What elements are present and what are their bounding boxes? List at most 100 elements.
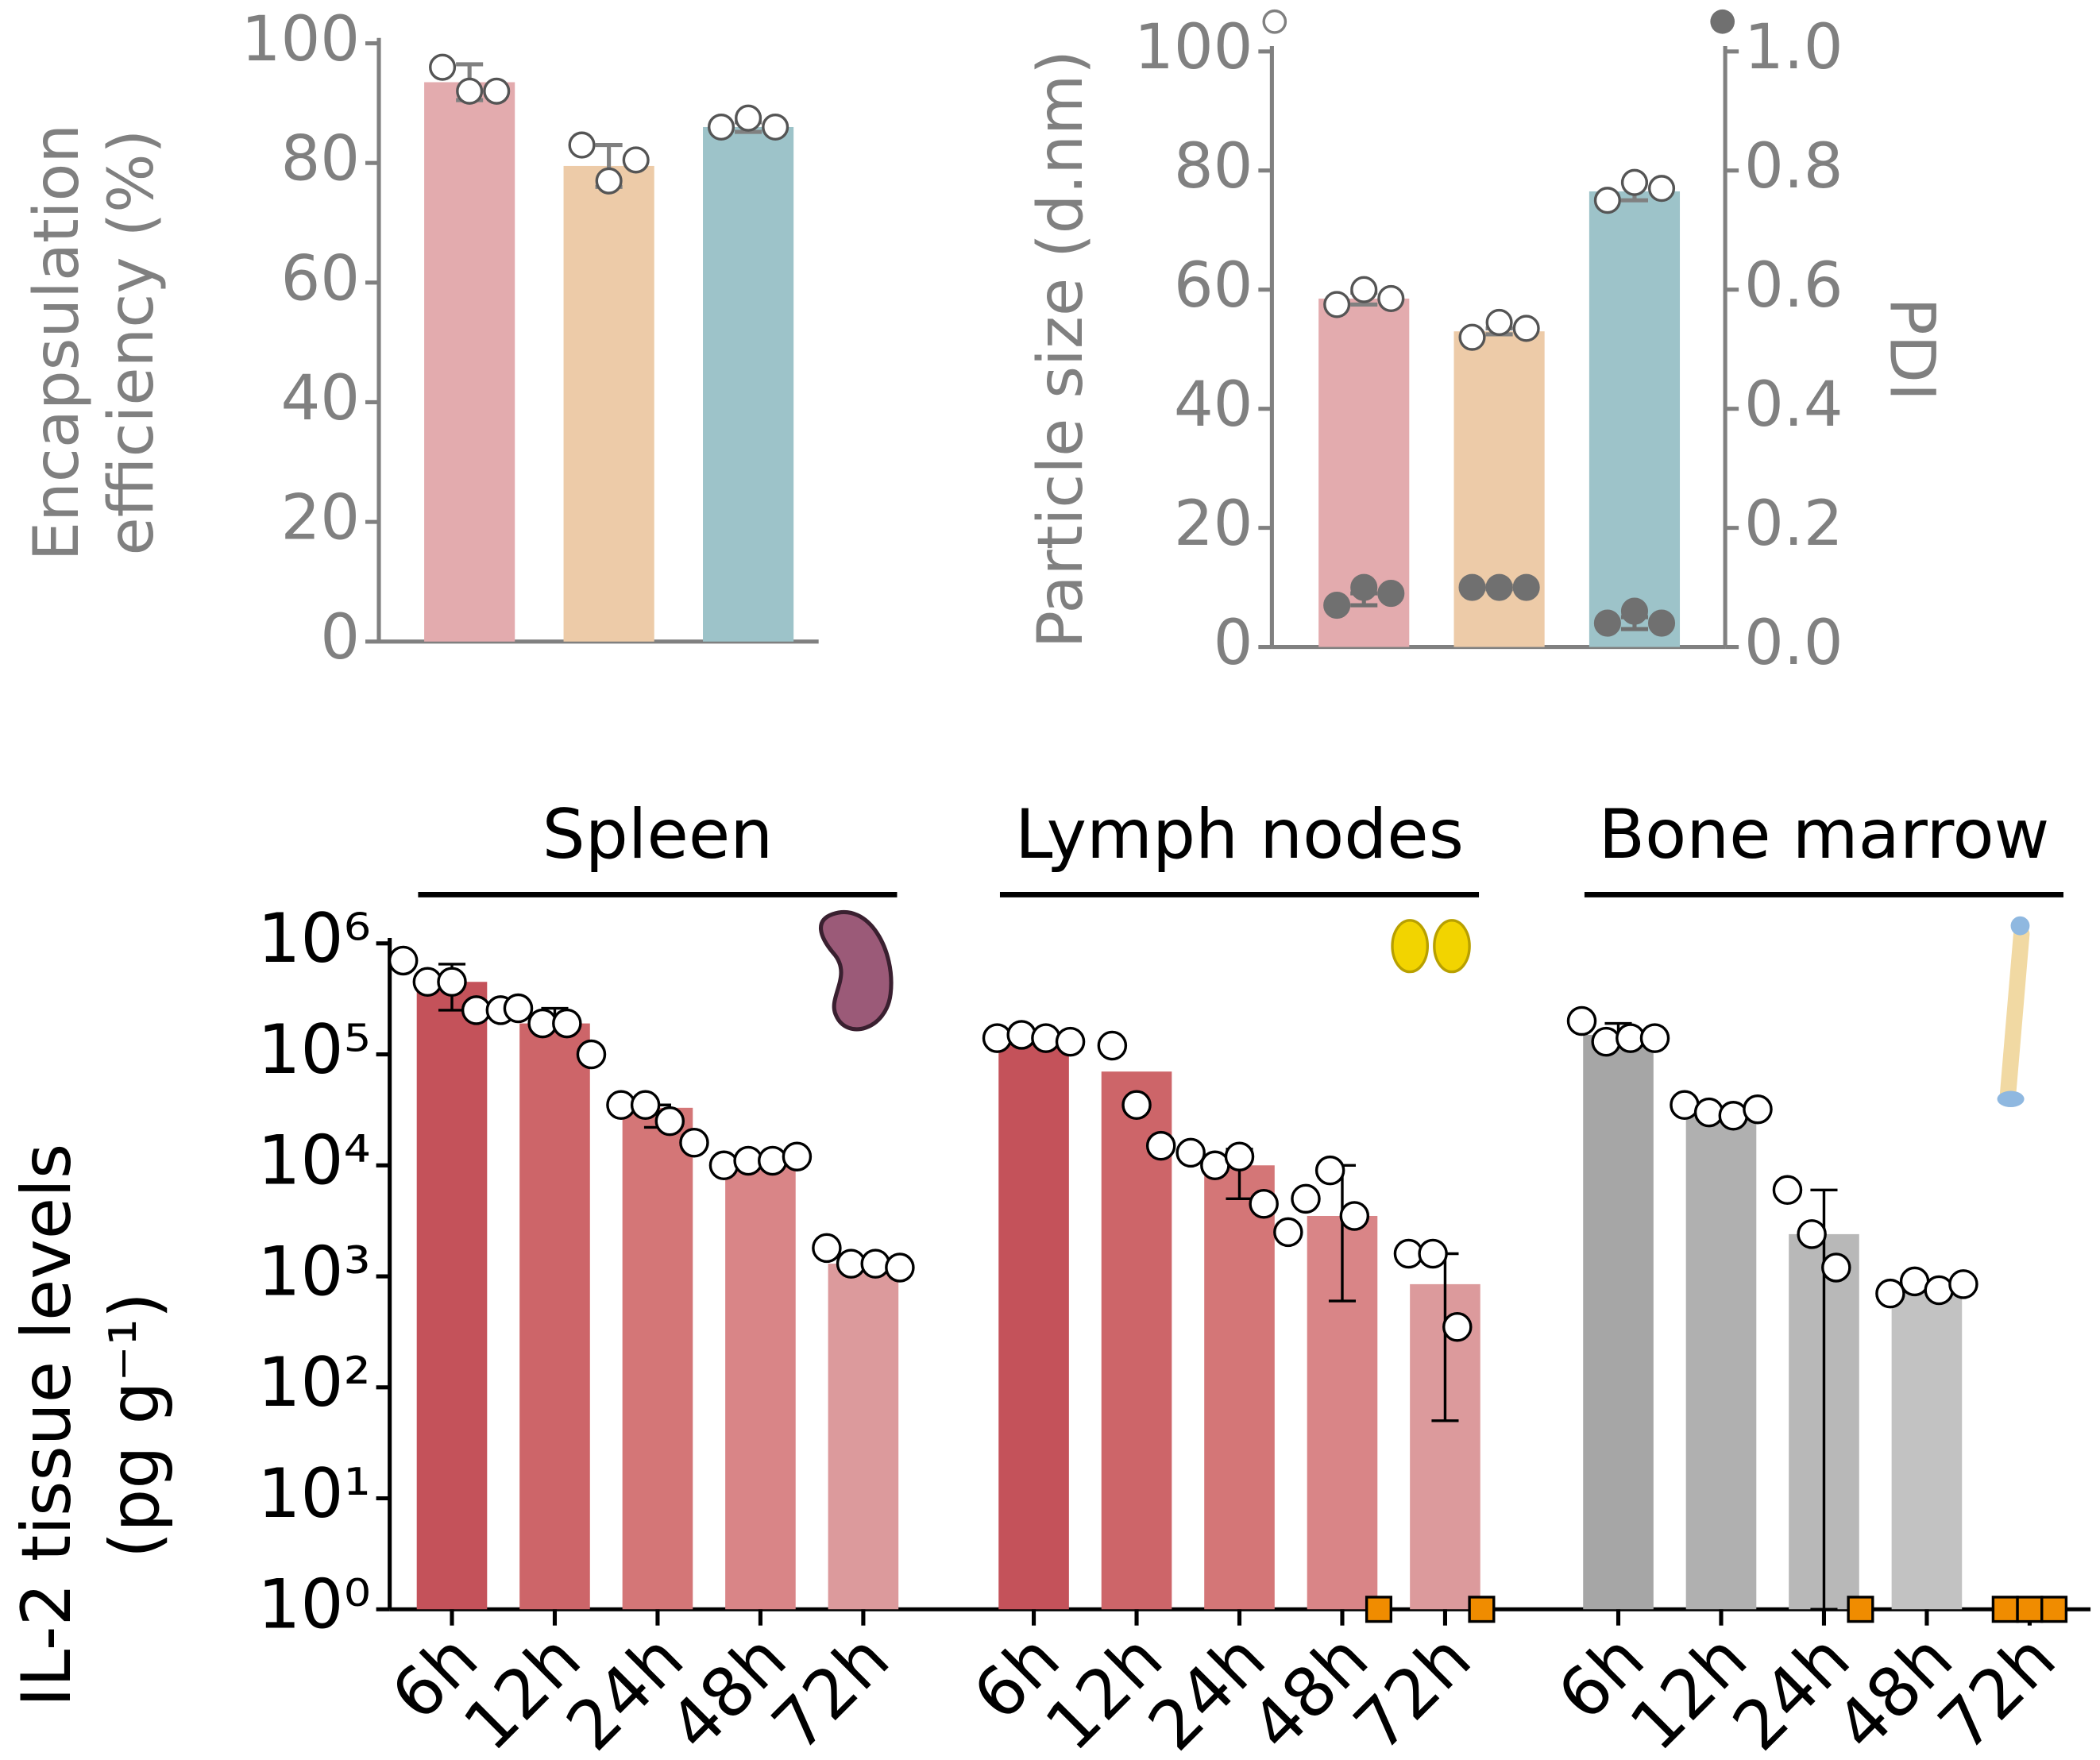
bar [519,1023,590,1610]
y-tick-label: 0.6 [1744,249,1843,322]
data-point [503,993,534,1024]
data-point [1512,573,1540,601]
lymph-node-icon [1391,919,1471,974]
y-tick-label: 0.4 [1744,369,1843,441]
data-point [1097,1030,1128,1061]
data-point [1350,276,1378,303]
y-tick-label: 0.2 [1744,488,1843,560]
data-point [762,113,789,141]
y-tick-label: 100 [241,3,361,75]
data-point [1948,1269,1978,1299]
data-point [1273,1217,1303,1248]
data-point [1566,1005,1597,1036]
data-point [1291,1183,1321,1214]
data-point [735,104,762,132]
data-point [1323,592,1351,619]
data-point [1772,1175,1803,1206]
y-axis-label: IL-2 tissue levels [8,1144,87,1707]
undetected-point [1365,1596,1393,1623]
x-tick-label: 72h [1340,1619,1487,1757]
data-point [595,167,623,195]
data-point [1350,573,1378,601]
data-point [1485,573,1513,601]
bar [725,1160,796,1610]
data-point [1031,1023,1061,1053]
y-tick-label: 10¹ [257,1455,371,1534]
data-point [1797,1219,1827,1249]
data-point [1821,1252,1851,1283]
bar [563,165,654,642]
data-point [576,1039,607,1070]
undetected-point [1468,1596,1496,1623]
bar [1589,191,1681,647]
y-tick-label: 60 [1174,249,1253,322]
data-point [707,113,735,141]
panel-encapsulation: 0 20 40 60 80 100 Encapsulation efficiency (%) [21,3,819,674]
data-point [885,1252,915,1283]
undetected-point [1847,1596,1874,1623]
undetected-point [2016,1596,2044,1623]
data-point [1924,1275,1955,1306]
data-point [1224,1141,1255,1171]
data-point [1006,1020,1036,1050]
data-point [456,77,484,105]
bar [622,1107,693,1610]
data-point [1875,1278,1905,1309]
data-point [622,146,650,174]
bar [1583,1034,1654,1610]
data-point [1055,1026,1086,1057]
y-tick-label: 40 [280,362,360,434]
bar [828,1264,899,1610]
undetected-point [2040,1596,2068,1623]
y-axis-label: Encapsulation [21,124,93,561]
data-point [1718,1101,1749,1131]
y-tick-label: 10⁴ [257,1122,371,1201]
y-tick-label: 80 [280,123,360,195]
y-axis-label: (pg g⁻¹) [96,1292,175,1558]
data-point [1620,168,1648,196]
data-point [1458,323,1486,351]
y-tick-label: 60 [280,242,360,315]
data-point [1377,580,1405,608]
data-point [1442,1311,1473,1342]
group-label: Bone marrow [1599,796,2050,874]
data-point [654,1106,685,1137]
data-point [1485,308,1513,336]
data-point [1591,1026,1621,1057]
bar [424,82,515,642]
bar [1891,1287,1963,1610]
y-axis-label: Particle size (d.nm) [1025,50,1097,648]
data-point [1121,1090,1152,1120]
data-point [1339,1201,1370,1231]
data-point [812,1233,842,1264]
y-tick-label: 0.0 [1744,607,1843,679]
y-tick-label: 1.0 [1744,11,1843,83]
data-point [437,967,467,998]
bar [416,982,488,1610]
data-point [1418,1238,1448,1269]
y-tick-label: 10⁵ [257,1011,371,1090]
data-point [1314,1155,1345,1186]
y-tick-label: 10² [257,1344,371,1422]
y-tick-label: 100 [1134,11,1253,83]
data-point [1620,597,1648,625]
undetected-point [1991,1596,2019,1623]
y-tick-label: 20 [280,482,360,554]
data-point [1899,1266,1930,1297]
legend-open-marker [1262,9,1287,34]
data-point [1693,1097,1724,1128]
data-point [483,77,511,105]
data-point [708,1150,739,1181]
data-point [1200,1150,1230,1181]
y-axis-label: efficiency (%) [95,129,168,556]
data-point [982,1023,1013,1053]
data-point [606,1090,636,1120]
y-tick-label: 0 [1214,607,1253,679]
group-label: Lymph nodes [1015,796,1464,874]
y-tick-label: 10⁶ [257,900,371,978]
y-tick-label: 40 [1174,369,1253,441]
y-tick-label: 80 [1174,130,1253,203]
data-point [388,945,419,976]
data-point [1175,1137,1206,1168]
